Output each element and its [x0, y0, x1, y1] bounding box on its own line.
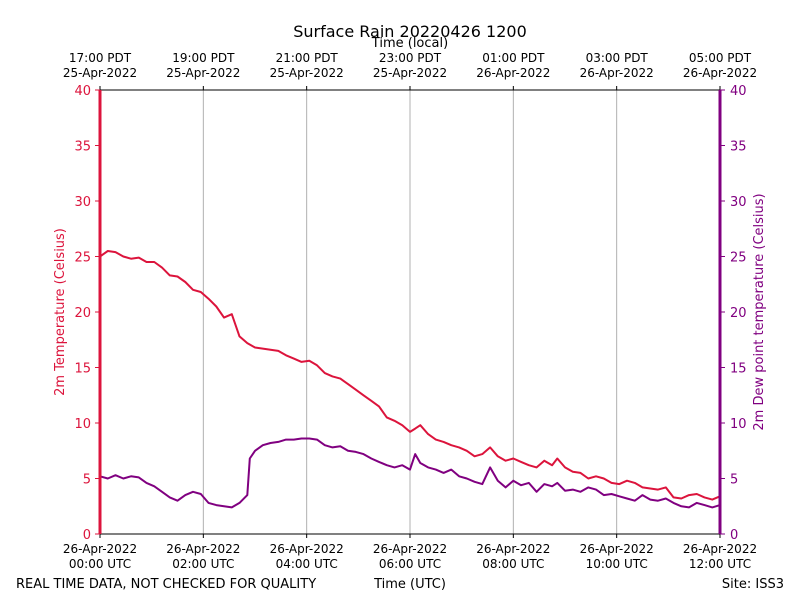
- y-right-tick-label: 35: [730, 140, 747, 155]
- series-group: [99, 250, 721, 509]
- x-tick-label-time: 02:00 UTC: [172, 557, 234, 571]
- y-right-tick-label: 20: [730, 306, 747, 321]
- site-label: Site: ISS3: [722, 577, 784, 592]
- y-left-tick-label: 15: [74, 362, 91, 377]
- top-tick-label-date: 26-Apr-2022: [683, 66, 757, 80]
- top-tick-label-date: 26-Apr-2022: [476, 66, 550, 80]
- chart-title: Surface Rain 20220426 1200: [293, 22, 527, 41]
- top-tick-label-time: 21:00 PDT: [276, 51, 339, 65]
- top-tick-label-time: 19:00 PDT: [172, 51, 235, 65]
- top-tick-label-time: 05:00 PDT: [689, 51, 752, 65]
- x-tick-label-date: 26-Apr-2022: [270, 542, 344, 556]
- x-tick-label-date: 26-Apr-2022: [373, 542, 447, 556]
- top-tick-label-date: 25-Apr-2022: [63, 66, 137, 80]
- top-axis-label: Time (local): [371, 36, 448, 51]
- y-right-tick-label: 40: [730, 84, 747, 99]
- x-tick-label-date: 26-Apr-2022: [63, 542, 137, 556]
- x-tick-label-time: 04:00 UTC: [276, 557, 338, 571]
- x-tick-label-time: 06:00 UTC: [379, 557, 441, 571]
- x-tick-label-date: 26-Apr-2022: [166, 542, 240, 556]
- top-tick-label-time: 23:00 PDT: [379, 51, 442, 65]
- y-right-tick-label: 10: [730, 417, 747, 432]
- y-left-tick-label: 10: [74, 417, 91, 432]
- y-right-tick-label: 15: [730, 362, 747, 377]
- temperature-series-line: [99, 250, 721, 501]
- quality-disclaimer: REAL TIME DATA, NOT CHECKED FOR QUALITY: [16, 577, 316, 592]
- vertical-grid: [202, 90, 618, 534]
- y-left-tick-label: 25: [74, 251, 91, 266]
- left-axis-label: 2m Temperature (Celsius): [53, 228, 68, 396]
- top-tick-label-date: 25-Apr-2022: [373, 66, 447, 80]
- y-right-tick-label: 30: [730, 195, 747, 210]
- top-tick-label-time: 03:00 PDT: [586, 51, 649, 65]
- right-axis-label: 2m Dew point temperature (Celsius): [752, 193, 767, 430]
- y-left-tick-label: 0: [83, 528, 91, 543]
- x-tick-label-date: 26-Apr-2022: [476, 542, 550, 556]
- x-axis-label: Time (UTC): [373, 577, 446, 592]
- x-tick-label-time: 08:00 UTC: [482, 557, 544, 571]
- top-tick-label-date: 25-Apr-2022: [270, 66, 344, 80]
- y-left-tick-label: 30: [74, 195, 91, 210]
- y-left-tick-label: 5: [83, 473, 91, 488]
- x-tick-label-time: 00:00 UTC: [69, 557, 131, 571]
- y-left-tick-label: 40: [74, 84, 91, 99]
- x-tick-label-time: 10:00 UTC: [586, 557, 648, 571]
- x-tick-label-date: 26-Apr-2022: [580, 542, 654, 556]
- top-tick-label-time: 17:00 PDT: [69, 51, 132, 65]
- x-tick-label-date: 26-Apr-2022: [683, 542, 757, 556]
- top-tick-label-date: 26-Apr-2022: [580, 66, 654, 80]
- y-right-tick-label: 5: [730, 473, 738, 488]
- x-tick-label-time: 12:00 UTC: [689, 557, 751, 571]
- top-tick-label-date: 25-Apr-2022: [166, 66, 240, 80]
- y-left-tick-label: 35: [74, 140, 91, 155]
- y-right-tick-label: 0: [730, 528, 738, 543]
- dewpoint-series-line: [99, 437, 721, 509]
- top-tick-label-time: 01:00 PDT: [482, 51, 545, 65]
- y-left-tick-label: 20: [74, 306, 91, 321]
- y-right-tick-label: 25: [730, 251, 747, 266]
